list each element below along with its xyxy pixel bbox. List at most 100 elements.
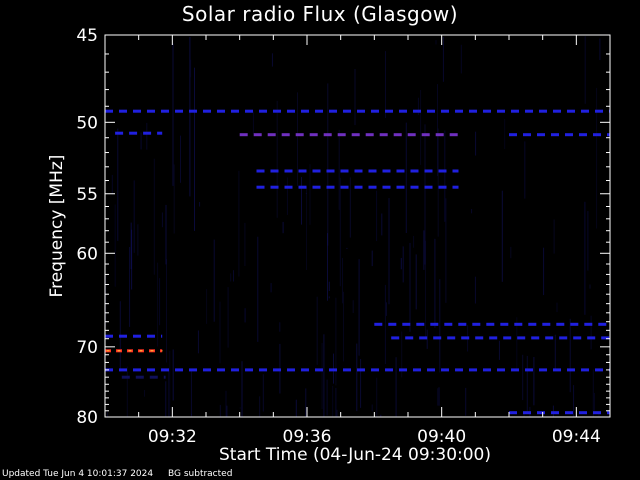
noise-streak: [395, 357, 397, 417]
noise-streak: [191, 413, 192, 417]
noise-streak: [169, 350, 171, 417]
noise-streak: [338, 129, 340, 210]
emission-band-segment: [382, 169, 391, 173]
y-tick-label: 70: [76, 338, 98, 358]
emission-band-segment: [315, 368, 323, 372]
emission-band-segment: [410, 185, 419, 189]
emission-band-segment: [573, 336, 582, 340]
emission-band-segment: [354, 185, 363, 189]
emission-band-segment: [163, 375, 166, 379]
noise-streak: [352, 300, 354, 313]
emission-peak-core: [117, 350, 121, 352]
noise-streak: [239, 407, 241, 409]
emission-band-segment: [203, 368, 211, 372]
noise-streak: [321, 343, 323, 409]
noise-streak: [437, 84, 438, 176]
noise-streak: [114, 204, 116, 287]
emission-band-segment: [483, 109, 491, 113]
emission-band-segment: [511, 368, 519, 372]
noise-streak: [219, 404, 221, 417]
noise-streak: [584, 201, 586, 315]
noise-streak: [524, 141, 526, 199]
noise-streak: [117, 128, 119, 241]
emission-band-segment: [523, 133, 531, 137]
emission-band-segment: [433, 336, 442, 340]
emission-band-segment: [509, 133, 517, 137]
noise-streak: [126, 366, 128, 417]
emission-band-segment: [270, 169, 279, 173]
emission-band-segment: [287, 368, 295, 372]
emission-band-segment: [607, 133, 610, 137]
emission-band-segment: [368, 185, 377, 189]
noise-streak: [498, 340, 500, 360]
bg-note: BG subtracted: [167, 469, 233, 479]
emission-band-segment: [253, 133, 262, 137]
plot-frame: [104, 34, 611, 418]
emission-band-segment: [133, 368, 141, 372]
emission-band-segment: [121, 375, 130, 379]
emission-band-segment: [399, 109, 407, 113]
noise-streak: [153, 158, 155, 275]
y-tick-label: 45: [76, 26, 98, 46]
noise-streak: [354, 69, 356, 126]
emission-band-segment: [143, 131, 152, 135]
emission-band-segment: [449, 133, 458, 137]
emission-band-segment: [284, 185, 293, 189]
emission-peak-core: [106, 350, 110, 352]
noise-streak: [371, 250, 373, 267]
noise-streak: [592, 369, 594, 417]
emission-band-segment: [458, 322, 467, 326]
emission-band-segment: [497, 368, 505, 372]
emission-band-segment: [147, 368, 155, 372]
noise-streak: [437, 128, 439, 237]
noise-streak: [504, 118, 506, 149]
noise-streak: [424, 124, 426, 265]
x-tick-label: 09:36: [283, 427, 332, 447]
noise-streak: [206, 289, 208, 324]
y-axis-label: Frequency [MHz]: [47, 154, 67, 298]
emission-band-segment: [419, 336, 428, 340]
noise-streak: [165, 204, 167, 265]
emission-band-segment: [581, 109, 589, 113]
emission-band-segment: [396, 169, 405, 173]
emission-band-segment: [430, 322, 439, 326]
emission-band-segment: [287, 109, 295, 113]
emission-band-segment: [340, 185, 349, 189]
emission-band-segment: [256, 169, 265, 173]
emission-band-segment: [393, 133, 402, 137]
emission-band-segment: [245, 368, 253, 372]
noise-streak: [327, 83, 329, 246]
emission-band-segment: [147, 109, 155, 113]
emission-band-segment: [217, 109, 225, 113]
noise-streak: [569, 318, 571, 393]
emission-band-segment: [525, 368, 533, 372]
noise-streak: [335, 387, 337, 417]
emission-band-segment: [119, 334, 127, 338]
noise-streak: [161, 212, 163, 228]
emission-band-segment: [511, 109, 519, 113]
emission-band-segment: [119, 109, 127, 113]
noise-streak: [587, 211, 589, 271]
emission-band-segment: [298, 185, 307, 189]
emission-band-segment: [371, 109, 379, 113]
noise-streak: [297, 92, 298, 186]
noise-streak: [444, 130, 446, 222]
noise-streak: [401, 331, 403, 378]
y-tick-label: 80: [76, 408, 98, 428]
emission-band-segment: [343, 368, 351, 372]
emission-band-segment: [523, 411, 531, 415]
noise-streak: [137, 224, 139, 256]
noise-streak: [140, 132, 142, 150]
noise-streak: [523, 413, 525, 417]
noise-streak: [474, 276, 476, 304]
emission-band-segment: [315, 109, 323, 113]
emission-band-segment: [309, 133, 318, 137]
emission-band-segment: [365, 133, 374, 137]
emission-band-segment: [382, 185, 391, 189]
noise-streak: [165, 381, 167, 417]
emission-band-segment: [587, 336, 596, 340]
noise-streak: [173, 164, 175, 234]
noise-streak: [381, 213, 383, 236]
emission-band-segment: [435, 133, 444, 137]
noise-streak: [442, 37, 444, 82]
